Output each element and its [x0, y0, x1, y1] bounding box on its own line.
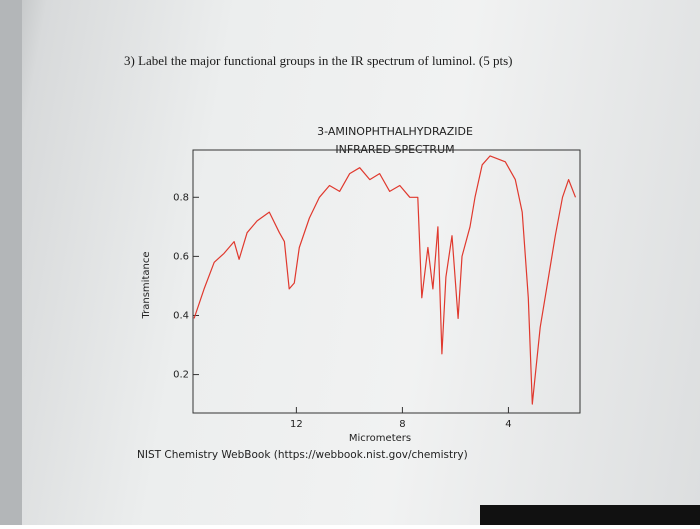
y-tick-label: 0.2: [173, 370, 189, 381]
plot-frame: [192, 149, 581, 414]
taskbar: [480, 505, 700, 525]
y-axis-label: Transmitance: [141, 252, 152, 320]
spectrum-line: [193, 155, 577, 405]
x-axis-label: Micrometers: [349, 433, 411, 444]
y-tick-label: 0.4: [173, 310, 189, 321]
y-tick-label: 0.6: [173, 251, 189, 262]
x-tick-label: 8: [399, 419, 405, 430]
monitor-edge: [0, 0, 22, 525]
y-tick-label: 0.8: [173, 192, 189, 203]
source: NIST Chemistry WebBook (https://webbook.…: [137, 449, 468, 461]
x-tick-label: 4: [505, 419, 511, 430]
chart-title: 3-AMINOPHTHALHYDRAZIDE: [317, 125, 473, 138]
x-tick-label: 12: [290, 419, 303, 430]
question: 3) Label the major functional groups in …: [124, 53, 512, 68]
